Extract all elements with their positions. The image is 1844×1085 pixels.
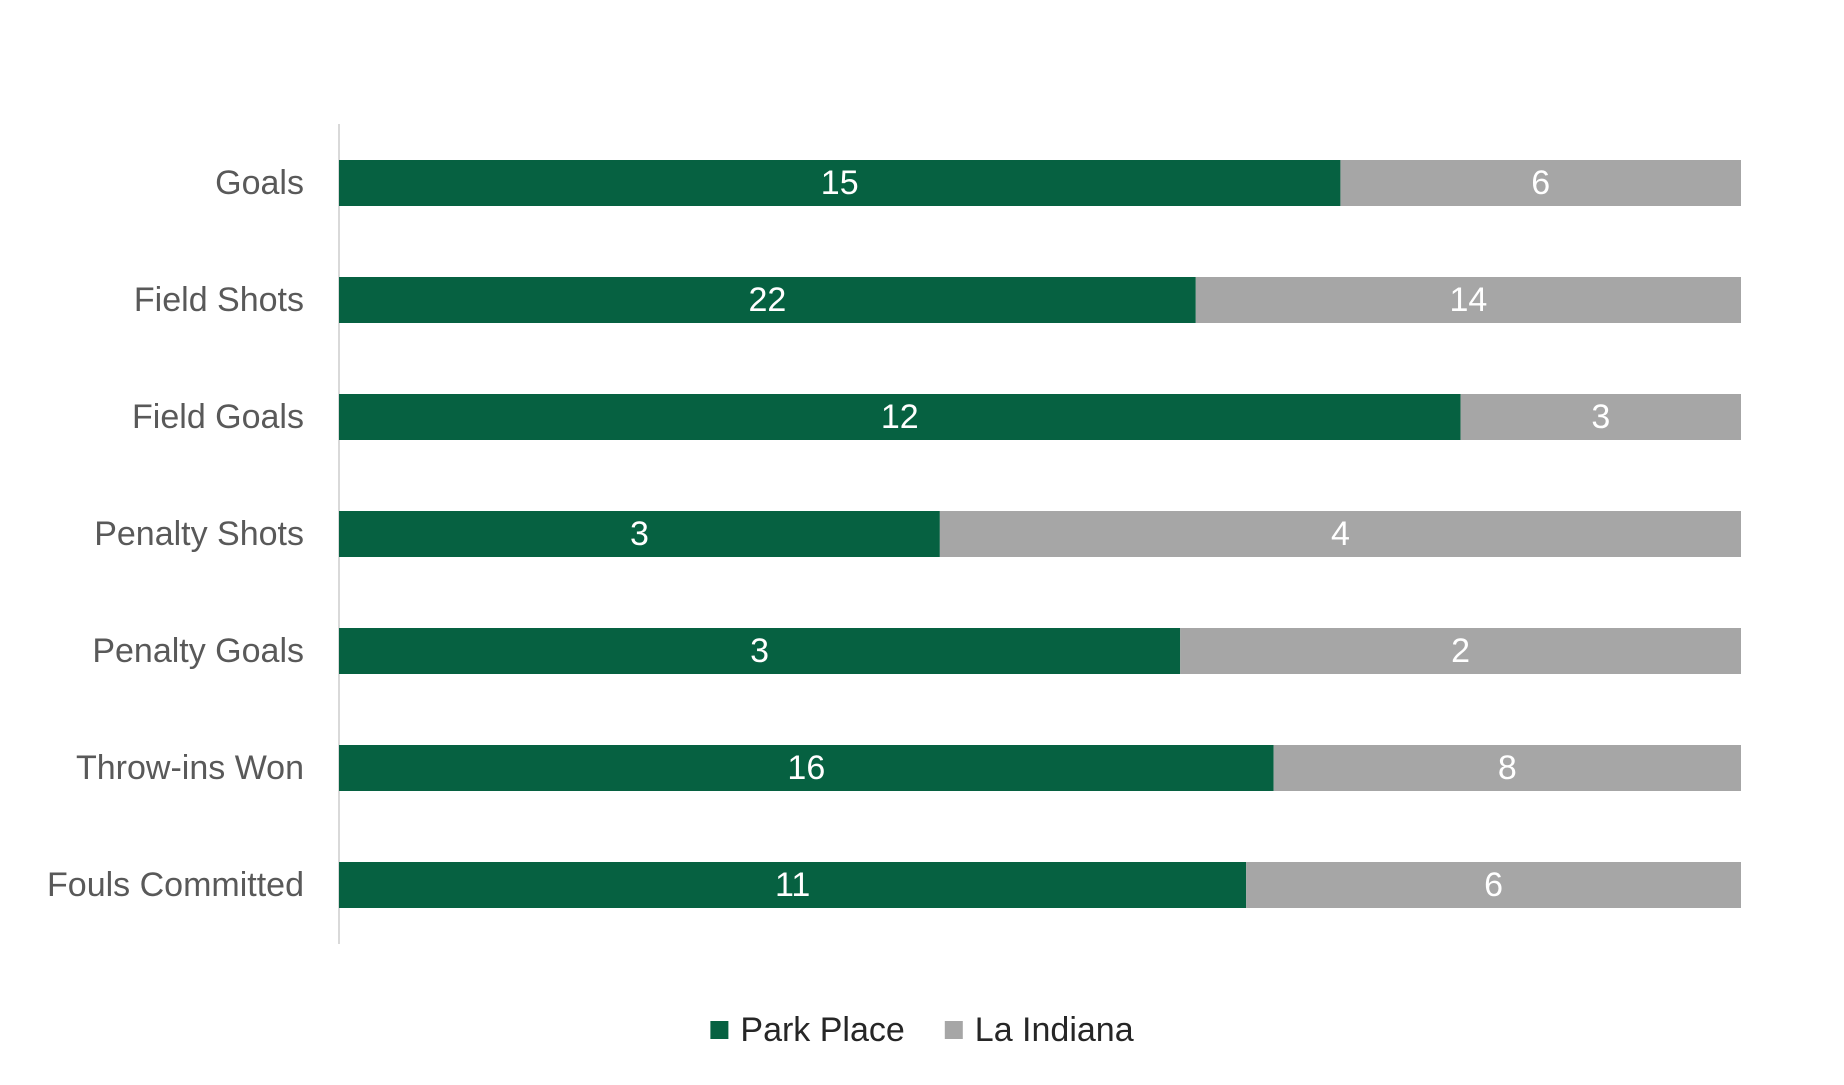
value-label-la-indiana-field-goals: 3 <box>1591 398 1610 436</box>
legend-swatch-park-place <box>710 1021 729 1039</box>
category-label-penalty-shots: Penalty Shots <box>94 515 304 553</box>
bar-park-place-field-shots <box>339 277 1196 323</box>
bar-la-indiana-penalty-goals <box>1180 628 1741 674</box>
category-labels: Goals Field Shots Field Goals Penalty Shots… <box>47 164 304 904</box>
value-label-la-indiana-penalty-goals: 2 <box>1451 632 1470 670</box>
bar-la-indiana-field-shots <box>1195 277 1741 323</box>
bar-la-indiana-penalty-shots <box>939 511 1741 557</box>
category-label-goals: Goals <box>215 164 304 202</box>
category-label-field-shots: Field Shots <box>134 281 304 319</box>
value-labels: 15 6 22 14 12 3 3 4 3 2 16 8 11 6 <box>630 164 1610 904</box>
bar-park-place-throw-ins-won <box>339 745 1274 791</box>
value-label-la-indiana-fouls-committed: 6 <box>1484 866 1503 904</box>
value-label-la-indiana-penalty-shots: 4 <box>1331 515 1350 553</box>
bar-la-indiana-goals <box>1340 160 1741 206</box>
category-label-field-goals: Field Goals <box>132 398 304 436</box>
value-label-park-place-penalty-goals: 3 <box>750 632 769 670</box>
bar-la-indiana-fouls-committed <box>1246 862 1741 908</box>
bar-park-place-field-goals <box>339 394 1461 440</box>
bar-la-indiana-throw-ins-won <box>1273 745 1741 791</box>
bar-la-indiana-field-goals <box>1460 394 1741 440</box>
value-label-la-indiana-field-shots: 14 <box>1449 281 1487 319</box>
bar-park-place-penalty-shots <box>339 511 940 557</box>
legend-label-park-place: Park Place <box>740 1011 904 1049</box>
legend: Park Place La Indiana <box>710 1011 1134 1049</box>
value-label-park-place-penalty-shots: 3 <box>630 515 649 553</box>
value-label-park-place-fouls-committed: 11 <box>775 866 810 904</box>
bar-park-place-goals <box>339 160 1341 206</box>
value-label-la-indiana-throw-ins-won: 8 <box>1498 749 1517 787</box>
value-label-park-place-field-shots: 22 <box>748 281 786 319</box>
bar-park-place-fouls-committed <box>339 862 1247 908</box>
value-label-park-place-field-goals: 12 <box>881 398 919 436</box>
value-label-la-indiana-goals: 6 <box>1531 164 1550 202</box>
value-label-park-place-throw-ins-won: 16 <box>787 749 825 787</box>
legend-swatch-la-indiana <box>944 1021 963 1039</box>
bar-park-place-penalty-goals <box>339 628 1181 674</box>
category-label-penalty-goals: Penalty Goals <box>92 632 304 670</box>
category-label-fouls-committed: Fouls Committed <box>47 866 304 904</box>
value-label-park-place-goals: 15 <box>821 164 859 202</box>
legend-label-la-indiana: La Indiana <box>975 1011 1134 1049</box>
category-label-throw-ins-won: Throw-ins Won <box>76 749 304 787</box>
bars <box>339 160 1741 908</box>
